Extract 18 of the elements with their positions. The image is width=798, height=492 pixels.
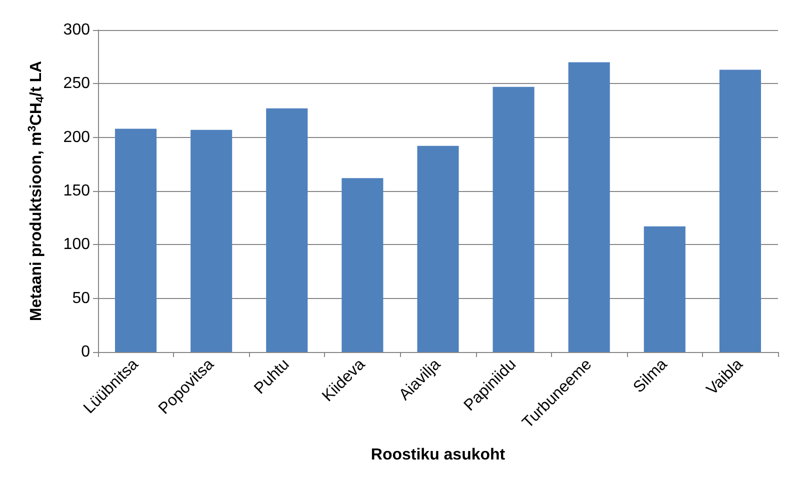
y-tick-label: 150 xyxy=(63,182,90,200)
x-axis-title: Roostiku asukoht xyxy=(370,446,506,464)
bar xyxy=(266,108,308,352)
bar xyxy=(115,128,157,352)
bar xyxy=(190,130,232,352)
bar xyxy=(719,70,761,352)
y-tick-label: 100 xyxy=(63,236,90,254)
bar xyxy=(568,62,610,352)
bar xyxy=(644,226,686,352)
bar xyxy=(342,178,384,352)
y-tick-label: 200 xyxy=(63,128,90,146)
y-tick-label: 50 xyxy=(72,290,90,307)
y-tick-label: 300 xyxy=(63,22,90,38)
bar xyxy=(492,86,534,352)
y-tick-label: 250 xyxy=(63,75,90,92)
y-axis-title: Metaani produktsioon, m3CH4/t LA xyxy=(26,60,46,322)
y-tick-label: 0 xyxy=(81,344,90,360)
bar xyxy=(417,146,459,352)
